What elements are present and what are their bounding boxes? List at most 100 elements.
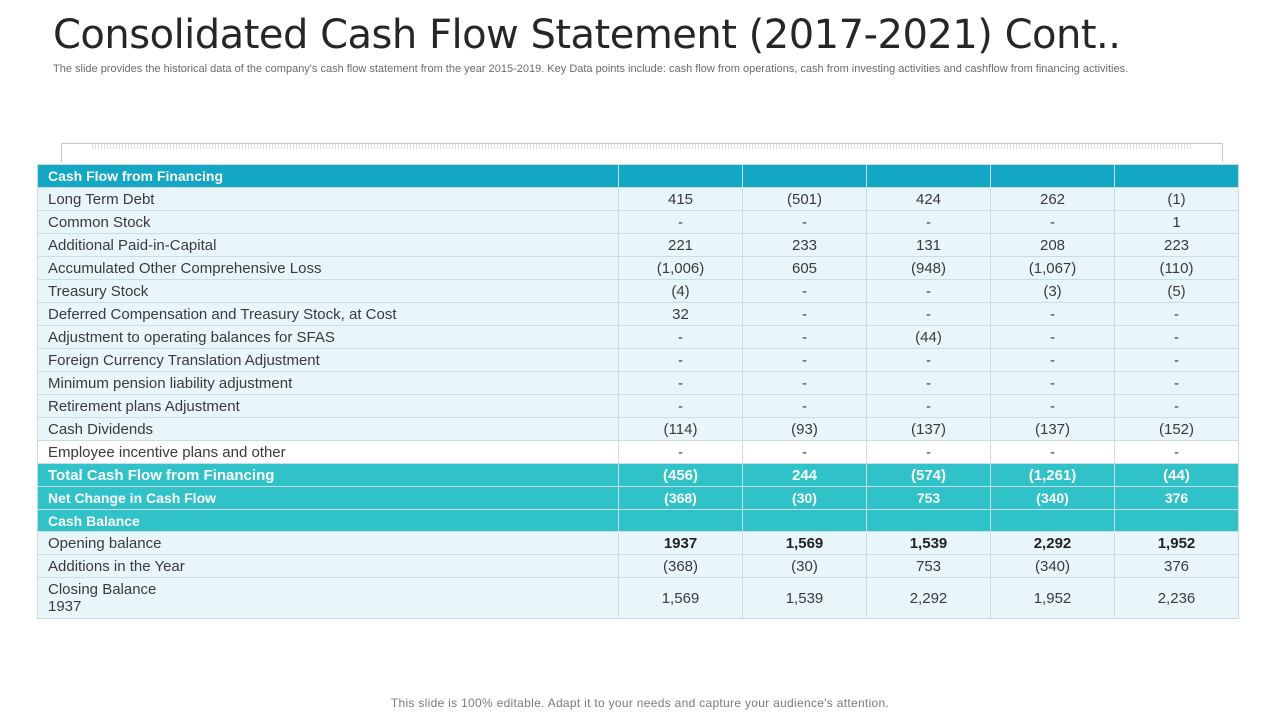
table-cell: -: [866, 371, 991, 395]
opening-balance-row: Opening balance 1937 1,569 1,539 2,292 1…: [37, 531, 1239, 555]
table-cell: -: [990, 371, 1115, 395]
table-cell: [1114, 509, 1239, 532]
table-cell: (1,006): [618, 256, 743, 280]
row-label: Employee incentive plans and other: [37, 440, 619, 464]
table-cell: 32: [618, 302, 743, 326]
table-cell: -: [618, 210, 743, 234]
table-cell: 2,292: [866, 577, 991, 619]
table-cell: -: [618, 325, 743, 349]
slide-subtitle: The slide provides the historical data o…: [53, 63, 1129, 75]
closing-balance-sublabel: 1937: [48, 598, 82, 615]
table-cell: (137): [990, 417, 1115, 441]
table-cell: 221: [618, 233, 743, 257]
table-cell: (340): [990, 486, 1115, 510]
table-cell: (368): [618, 554, 743, 578]
row-label: Long Term Debt: [37, 187, 619, 211]
table-row: Additional Paid-in-Capital 221 233 131 2…: [37, 233, 1239, 257]
table-cell: -: [866, 440, 991, 464]
table-cell: (152): [1114, 417, 1239, 441]
table-cell: -: [618, 440, 743, 464]
row-label: Cash Flow from Financing: [37, 164, 619, 188]
table-cell: (574): [866, 463, 991, 487]
slide-footer: This slide is 100% editable. Adapt it to…: [390, 696, 890, 710]
table-cell: 131: [866, 233, 991, 257]
table-cell: 2,292: [990, 531, 1115, 555]
table-cell: -: [742, 210, 867, 234]
table-cell: -: [618, 371, 743, 395]
financing-header-row: Cash Flow from Financing: [37, 164, 1239, 188]
table-cell: -: [742, 279, 867, 303]
table-cell: -: [742, 302, 867, 326]
table-cell: (110): [1114, 256, 1239, 280]
table-cell: (948): [866, 256, 991, 280]
table-cell: -: [742, 371, 867, 395]
table-cell: -: [618, 348, 743, 372]
table-cell: (44): [866, 325, 991, 349]
table-cell: 1,952: [990, 577, 1115, 619]
table-cell: (340): [990, 554, 1115, 578]
table-row: Deferred Compensation and Treasury Stock…: [37, 302, 1239, 326]
table-cell: 233: [742, 233, 867, 257]
table-cell: -: [990, 348, 1115, 372]
slide-title: Consolidated Cash Flow Statement (2017-2…: [53, 12, 1121, 58]
table-cell: [990, 509, 1115, 532]
table-cell: 605: [742, 256, 867, 280]
table-cell: [742, 164, 867, 188]
table-row: Accumulated Other Comprehensive Loss (1,…: [37, 256, 1239, 280]
table-cell: (137): [866, 417, 991, 441]
table-cell: [742, 509, 867, 532]
table-cell: 1,539: [866, 531, 991, 555]
table-cell: 424: [866, 187, 991, 211]
table-cell: -: [990, 325, 1115, 349]
table-cell: (368): [618, 486, 743, 510]
row-label: Accumulated Other Comprehensive Loss: [37, 256, 619, 280]
table-cell: [990, 164, 1115, 188]
table-cell: (30): [742, 554, 867, 578]
additions-row: Additions in the Year (368) (30) 753 (34…: [37, 554, 1239, 578]
table-cell: -: [742, 394, 867, 418]
table-row: Treasury Stock (4) - - (3) (5): [37, 279, 1239, 303]
table-cell: 376: [1114, 486, 1239, 510]
row-label: Cash Balance: [37, 509, 619, 532]
table-row: Foreign Currency Translation Adjustment …: [37, 348, 1239, 372]
row-label: Retirement plans Adjustment: [37, 394, 619, 418]
table-cell: (4): [618, 279, 743, 303]
table-row: Employee incentive plans and other - - -…: [37, 440, 1239, 464]
table-cell: -: [618, 394, 743, 418]
closing-balance-row: Closing Balance 1937 1,569 1,539 2,292 1…: [37, 577, 1239, 619]
table-cell: (1,067): [990, 256, 1115, 280]
table-cell: -: [866, 394, 991, 418]
table-cell: 415: [618, 187, 743, 211]
table-cell: (93): [742, 417, 867, 441]
table-cell: 244: [742, 463, 867, 487]
table-cell: (5): [1114, 279, 1239, 303]
table-cell: 208: [990, 233, 1115, 257]
cash-balance-header-row: Cash Balance: [37, 509, 1239, 532]
row-label: Total Cash Flow from Financing: [37, 463, 619, 487]
table-row: Minimum pension liability adjustment - -…: [37, 371, 1239, 395]
table-cell: (3): [990, 279, 1115, 303]
table-cell: 1: [1114, 210, 1239, 234]
table-row: Cash Dividends (114) (93) (137) (137) (1…: [37, 417, 1239, 441]
table-cell: 753: [866, 486, 991, 510]
table-cell: -: [1114, 394, 1239, 418]
table-cell: -: [990, 302, 1115, 326]
table-cell: -: [1114, 371, 1239, 395]
table-cell: 376: [1114, 554, 1239, 578]
table-cell: -: [1114, 302, 1239, 326]
row-label: Minimum pension liability adjustment: [37, 371, 619, 395]
table-cell: [866, 509, 991, 532]
row-label: Adjustment to operating balances for SFA…: [37, 325, 619, 349]
row-label: Net Change in Cash Flow: [37, 486, 619, 510]
table-cell: 1,569: [742, 531, 867, 555]
table-cell: (1,261): [990, 463, 1115, 487]
closing-balance-label: Closing Balance: [48, 581, 157, 598]
net-change-row: Net Change in Cash Flow (368) (30) 753 (…: [37, 486, 1239, 510]
table-row: Adjustment to operating balances for SFA…: [37, 325, 1239, 349]
table-cell: 1,539: [742, 577, 867, 619]
row-label: Additional Paid-in-Capital: [37, 233, 619, 257]
table-cell: [618, 164, 743, 188]
table-cell: (1): [1114, 187, 1239, 211]
cash-flow-table: Cash Flow from Financing Long Term Debt …: [37, 164, 1239, 619]
table-cell: -: [742, 348, 867, 372]
